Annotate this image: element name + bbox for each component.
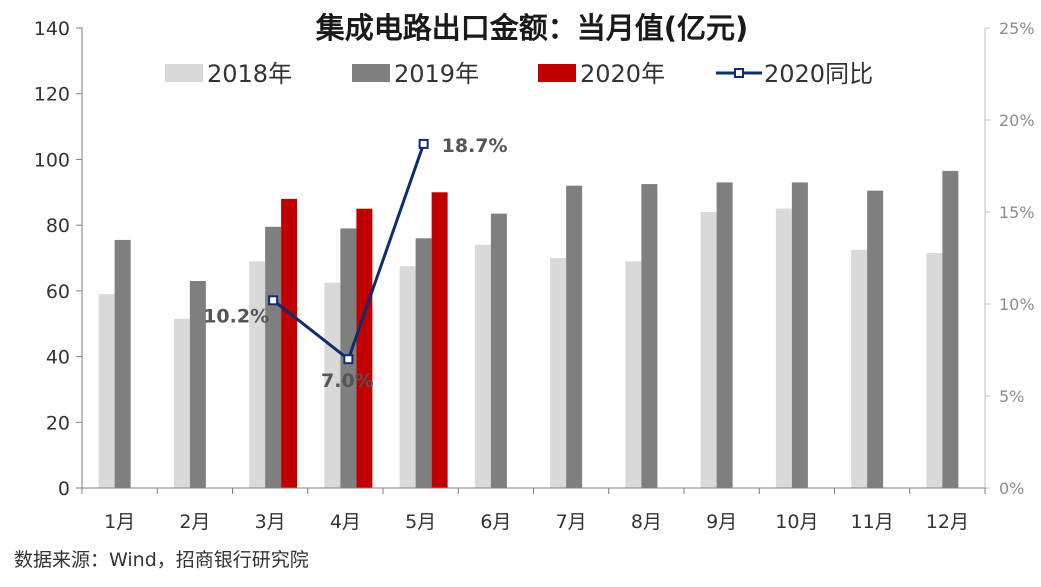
y2-tick-label: 15% [999, 203, 1035, 222]
y-tick-label: 140 [34, 18, 70, 40]
bar-2018年 [700, 212, 717, 488]
x-tick-label: 8月 [631, 511, 662, 533]
legend-item: 2018年 [165, 60, 292, 88]
y-tick-label: 80 [46, 215, 70, 237]
x-tick-label: 4月 [330, 511, 361, 533]
y-tick-label: 100 [34, 149, 70, 171]
bar-2018年 [249, 261, 266, 488]
y2-tick-label: 10% [999, 295, 1035, 314]
x-tick-label: 6月 [480, 511, 511, 533]
bar-2018年 [851, 249, 868, 488]
yoy-data-label: 10.2% [203, 305, 269, 327]
bar-2018年 [399, 266, 416, 488]
yoy-point [268, 295, 279, 306]
legend-item: 2020年 [538, 60, 665, 88]
y2-tick-label: 5% [999, 387, 1024, 406]
y-tick-label: 20 [46, 412, 70, 434]
bar-2019年 [867, 190, 884, 488]
y2-tick-label: 25% [999, 19, 1035, 38]
bar-2019年 [490, 213, 507, 488]
bar-2020年 [356, 208, 373, 488]
legend-swatch [165, 64, 203, 82]
bar-2019年 [942, 170, 959, 488]
bar-2018年 [625, 261, 642, 488]
x-tick-label: 11月 [851, 511, 894, 533]
yoy-line: 10.2% 7.0% 18.7% [203, 135, 507, 392]
y-axis-left: 0 20 40 60 80 100 120 140 [34, 18, 83, 500]
bar-2019年 [566, 185, 583, 488]
legend-marker [734, 68, 744, 78]
bar-2019年 [415, 238, 432, 488]
bar-2020年 [281, 198, 298, 488]
bar-2018年 [775, 208, 792, 488]
bar-2018年 [550, 258, 567, 488]
bar-2018年 [474, 244, 491, 488]
y-tick-label: 120 [34, 84, 70, 106]
x-tick-label: 5月 [405, 511, 436, 533]
bar-2020年 [431, 192, 448, 489]
chart-title: 集成电路出口金额：当月值(亿元) [315, 11, 749, 45]
bars [98, 170, 959, 489]
x-tick-label: 2月 [179, 511, 210, 533]
yoy-point [343, 354, 354, 365]
legend-label: 2020年 [580, 60, 665, 88]
x-tick-label: 3月 [255, 511, 286, 533]
y2-tick-label: 0% [999, 479, 1024, 498]
yoy-data-label: 7.0% [321, 370, 374, 392]
x-tick-label: 10月 [775, 511, 818, 533]
bar-2018年 [98, 294, 115, 488]
legend: 2018年 2019年 2020年 2020同比 [165, 60, 873, 88]
bar-2018年 [324, 282, 341, 488]
y-tick-label: 40 [46, 347, 70, 369]
x-tick-label: 1月 [104, 511, 135, 533]
legend-label: 2020同比 [764, 60, 873, 88]
x-axis: 1月 2月 3月 4月 5月 6月 7月 8月 9月 10月 11月 12月 [81, 487, 986, 533]
yoy-data-label: 18.7% [442, 135, 508, 157]
x-tick-label: 7月 [556, 511, 587, 533]
bar-2018年 [173, 318, 190, 488]
legend-label: 2019年 [394, 60, 479, 88]
bar-2018年 [926, 253, 943, 488]
yoy-point [418, 138, 429, 149]
y-tick-label: 60 [46, 281, 70, 303]
legend-swatch [352, 64, 390, 82]
bar-2019年 [114, 239, 131, 488]
x-tick-label: 9月 [706, 511, 737, 533]
bar-2019年 [189, 281, 206, 488]
bar-2019年 [716, 182, 733, 488]
legend-item: 2019年 [352, 60, 479, 88]
y2-tick-label: 20% [999, 111, 1035, 130]
legend-item: 2020同比 [716, 60, 873, 88]
bar-2019年 [265, 226, 282, 489]
legend-label: 2018年 [207, 60, 292, 88]
y-axis-right: 0% 5% 10% 15% 20% 25% [984, 19, 1035, 498]
bar-2019年 [791, 182, 808, 488]
x-tick-label: 12月 [926, 511, 969, 533]
y-tick-label: 0 [58, 478, 70, 500]
legend-swatch [538, 64, 576, 82]
bar-2019年 [641, 184, 658, 489]
source-note: 数据来源：Wind，招商银行研究院 [14, 549, 309, 571]
